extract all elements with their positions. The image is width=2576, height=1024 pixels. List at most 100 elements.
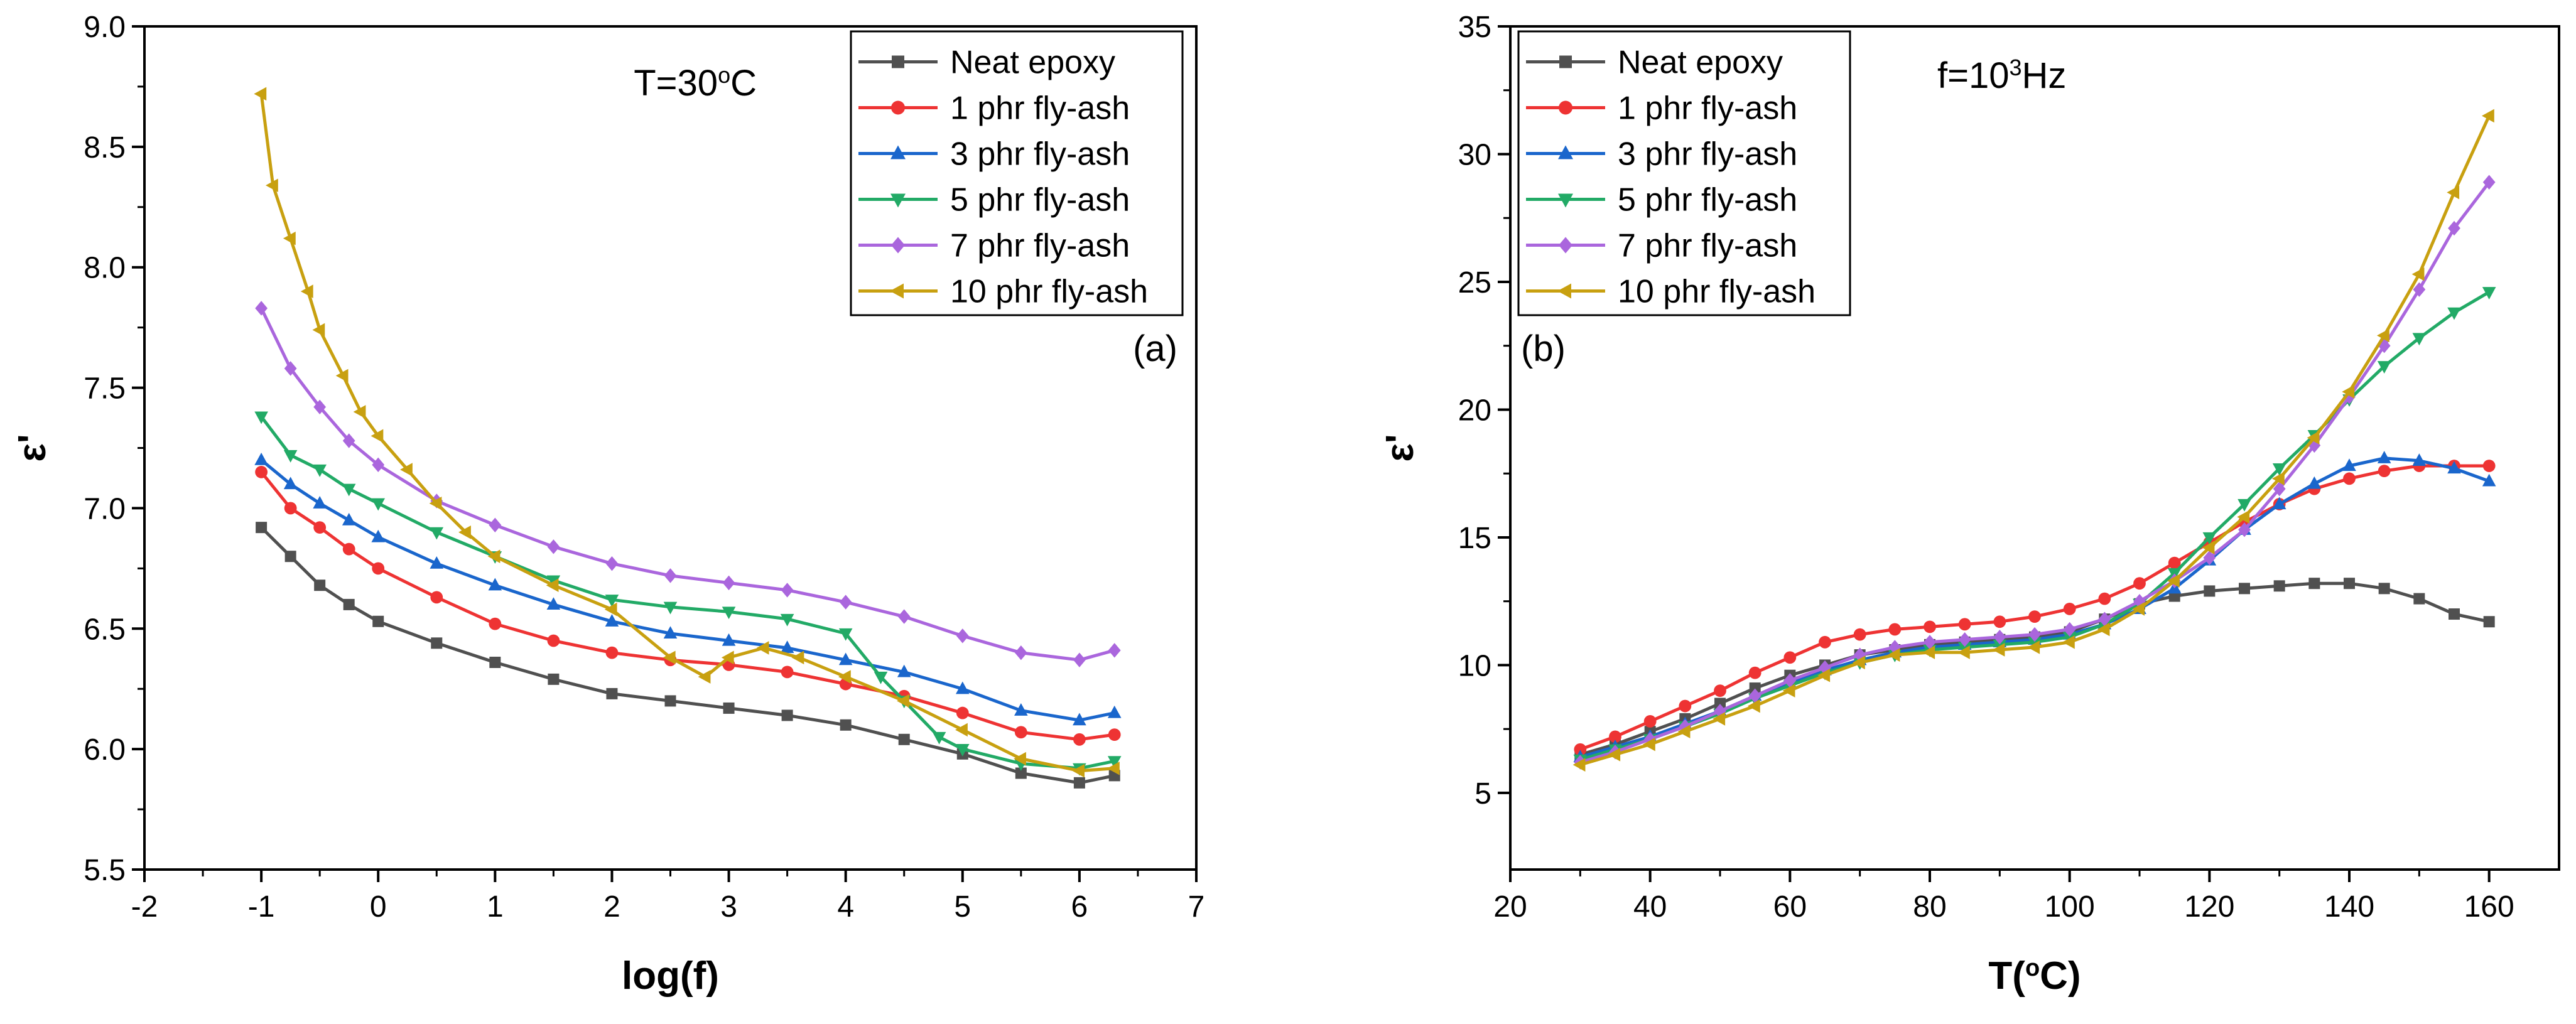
data-point <box>1643 731 1657 747</box>
data-point <box>2482 287 2496 299</box>
data-point <box>664 695 676 707</box>
series-7-phr-fly-ash <box>255 301 1121 667</box>
data-point <box>791 650 804 665</box>
data-point <box>722 606 736 620</box>
x-tick-label: 60 <box>1773 890 1807 924</box>
data-point <box>371 429 384 443</box>
legend-marker <box>1558 145 1573 159</box>
x-tick-label: 3 <box>720 890 737 924</box>
y-tick-label: 8.5 <box>84 131 126 164</box>
data-point <box>1958 632 1971 647</box>
x-tick-label: 6 <box>1071 890 1088 924</box>
data-point <box>1749 682 1761 694</box>
data-point <box>372 615 384 627</box>
data-point <box>2063 602 2076 615</box>
data-point <box>664 568 677 583</box>
series-line <box>260 526 1115 785</box>
data-point <box>255 301 268 316</box>
data-point <box>1608 748 1621 762</box>
legend-label: 5 phr fly-ash <box>1618 182 1797 218</box>
legend-item: 7 phr fly-ash <box>858 228 1130 264</box>
data-point <box>1887 648 1900 662</box>
data-point <box>1819 635 1831 649</box>
y-tick-label: 9.0 <box>84 11 126 44</box>
data-point <box>313 464 327 477</box>
x-tick-label: 160 <box>2464 890 2514 924</box>
x-tick-label: 80 <box>1913 890 1946 924</box>
legend-item: 10 phr fly-ash <box>858 274 1148 310</box>
legend-label: 7 phr fly-ash <box>950 228 1130 264</box>
data-point <box>2413 593 2425 605</box>
legend-item: Neat epoxy <box>858 45 1115 81</box>
data-point <box>255 465 268 478</box>
legend-label: Neat epoxy <box>1618 45 1783 81</box>
legend-marker <box>1557 283 1571 299</box>
y-tick-label: 7.0 <box>84 492 126 525</box>
data-point <box>698 670 711 684</box>
data-point <box>2308 578 2320 590</box>
series-neat-epoxy <box>1574 578 2495 760</box>
data-point <box>2203 550 2216 566</box>
series-10-phr-fly-ash <box>1572 109 2494 772</box>
data-point <box>266 178 278 193</box>
data-point <box>254 452 268 465</box>
data-point <box>1108 643 1121 658</box>
data-point <box>1819 660 1831 676</box>
data-point <box>1713 712 1726 726</box>
data-point <box>1783 673 1797 688</box>
data-point <box>932 731 946 745</box>
data-point <box>546 597 561 610</box>
data-point <box>1957 645 1970 659</box>
data-point <box>1073 652 1086 667</box>
data-point <box>838 652 853 666</box>
panel-label: (b) <box>1521 328 1566 369</box>
data-point <box>2167 574 2180 588</box>
data-point <box>780 613 794 627</box>
data-point <box>2343 472 2356 485</box>
data-point <box>1958 618 1971 631</box>
data-point <box>1679 699 1692 713</box>
x-tick-label: 0 <box>370 890 387 924</box>
data-point <box>284 502 297 515</box>
data-point <box>342 433 355 448</box>
series-neat-epoxy <box>256 522 1120 789</box>
legend-label: 3 phr fly-ash <box>950 136 1130 173</box>
data-point <box>1014 645 1027 660</box>
data-point <box>372 562 385 575</box>
data-point <box>1817 668 1831 682</box>
data-point <box>2237 510 2250 524</box>
data-point <box>1574 743 1587 756</box>
y-tick-label: 6.5 <box>84 613 126 646</box>
data-point <box>2448 220 2460 236</box>
data-point <box>1014 752 1026 766</box>
y-tick-label: 5.5 <box>84 854 126 887</box>
data-point <box>2202 532 2217 545</box>
series-3-phr-fly-ash <box>254 452 1122 726</box>
data-point <box>780 640 794 654</box>
data-point <box>284 361 297 376</box>
data-point <box>2272 463 2286 476</box>
x-tick-label: 20 <box>1493 890 1527 924</box>
data-point <box>2202 541 2215 555</box>
legend-marker <box>890 145 906 159</box>
series-line <box>259 307 1115 662</box>
legend-item: 3 phr fly-ash <box>1526 136 1797 173</box>
data-point <box>1073 777 1085 789</box>
chart-panel-a: -2 -1 0 1 2 3 4 5 6 7 5.5 6.0 6.5 7.0 7.5 8.0 8.5 9.0 log(… <box>11 11 1204 998</box>
data-point <box>605 614 619 627</box>
y-tick-label: 5 <box>1475 777 1491 811</box>
data-point <box>1782 684 1795 698</box>
data-point <box>605 556 619 571</box>
series-line <box>1579 581 2490 757</box>
data-point <box>371 529 386 542</box>
data-point <box>2133 577 2146 590</box>
data-point <box>458 525 471 539</box>
data-point <box>489 657 501 669</box>
legend-marker <box>890 193 906 208</box>
data-point <box>300 284 313 298</box>
data-point <box>955 723 968 737</box>
data-point <box>897 664 911 677</box>
data-point <box>2412 453 2427 466</box>
data-point <box>1015 767 1027 779</box>
